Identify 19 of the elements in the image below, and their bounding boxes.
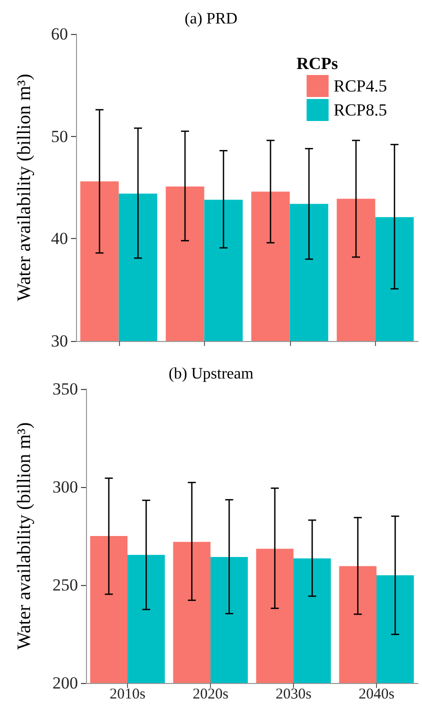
legend-title: RCPs (296, 54, 338, 73)
y-axis-title: Water availability (billion m³) (14, 74, 35, 302)
y-tick-label: 200 (52, 674, 78, 692)
legend-label: RCP8.5 (334, 100, 388, 120)
y-tick-label: 250 (52, 576, 78, 594)
y-tick-label: 30 (51, 332, 68, 350)
x-tick-label: 2040s (358, 686, 395, 702)
chart-title: (b) Upstream (168, 366, 254, 382)
x-tick-label: 2020s (192, 686, 229, 702)
x-tick-label: 2010s (110, 686, 146, 702)
y-tick-label: 50 (51, 126, 68, 146)
y-tick-label: 40 (51, 229, 68, 248)
y-tick-label: 350 (52, 380, 78, 398)
legend-label: RCP4.5 (334, 76, 388, 96)
y-tick-label: 300 (52, 478, 78, 496)
x-tick-label: 2030s (276, 686, 312, 702)
y-axis-title: Water availability (billion m³) (14, 422, 35, 650)
chart-title: (a) PRD (184, 10, 238, 28)
y-tick-label: 60 (51, 24, 68, 44)
